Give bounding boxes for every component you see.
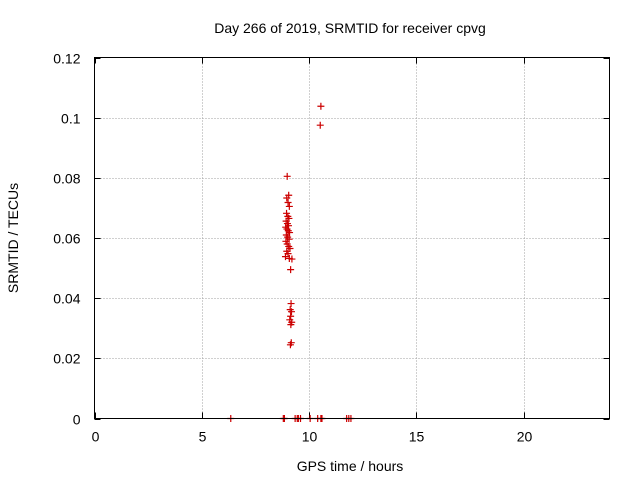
grid-lines xyxy=(94,57,610,419)
data-point xyxy=(283,209,291,217)
y-tick-label: 0.1 xyxy=(61,111,81,127)
y-tick-labels: 0 0.02 0.04 0.06 0.08 0.1 0.12 xyxy=(53,51,80,428)
data-points xyxy=(227,102,355,422)
data-point xyxy=(288,255,296,263)
x-tick-label: 5 xyxy=(199,429,207,445)
data-point xyxy=(286,341,294,349)
data-point xyxy=(317,102,325,110)
y-axis-label: SRMTID / TECUs xyxy=(5,183,21,293)
data-point xyxy=(287,321,295,329)
data-point xyxy=(281,253,289,261)
plot-frame xyxy=(94,57,610,419)
data-point xyxy=(287,308,295,316)
data-point xyxy=(287,312,295,320)
x-tick-labels: 0 5 10 15 20 xyxy=(92,429,533,445)
x-tick-label: 10 xyxy=(302,429,318,445)
y-tick-label: 0.06 xyxy=(53,231,80,247)
data-point xyxy=(283,172,291,180)
y-tick-label: 0.08 xyxy=(53,171,80,187)
data-point xyxy=(284,199,292,207)
x-tick-label: 15 xyxy=(409,429,425,445)
data-point xyxy=(316,121,324,129)
data-point xyxy=(283,194,291,202)
data-point xyxy=(287,266,295,274)
y-tick-label: 0.02 xyxy=(53,351,80,367)
y-tick-label: 0 xyxy=(73,412,81,428)
x-axis-label: GPS time / hours xyxy=(297,458,404,474)
x-tick-label: 0 xyxy=(92,429,100,445)
chart-title: Day 266 of 2019, SRMTID for receiver cpv… xyxy=(214,20,486,36)
y-tick-label: 0.12 xyxy=(53,51,80,67)
axis-ticks xyxy=(94,57,610,420)
x-tick-label: 20 xyxy=(517,429,533,445)
y-tick-label: 0.04 xyxy=(53,291,80,307)
data-point xyxy=(285,202,293,210)
data-point xyxy=(287,300,295,308)
